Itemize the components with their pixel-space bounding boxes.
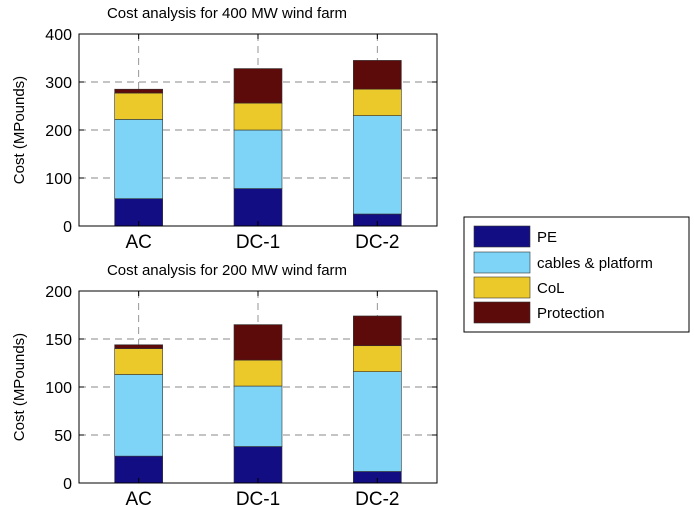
- bottom-chart-bar-dc-2-protection: [353, 315, 402, 347]
- bottom-chart-bar-ac-cables-platform: [114, 374, 163, 457]
- legend-label-protection: Protection: [537, 305, 605, 322]
- bottom-chart-y-axis-label: Cost (MPounds): [11, 333, 28, 441]
- legend-label-pe: PE: [537, 229, 557, 246]
- top-chart-bar-ac-col: [114, 92, 163, 120]
- bottom-chart: Cost analysis for 200 MW wind farm Cost …: [11, 262, 438, 505]
- bottom-chart-y-tick-label: 0: [63, 476, 72, 493]
- top-chart-bar-dc-1-col: [233, 102, 283, 131]
- bottom-chart-x-tick-label-dc-1: DC-1: [236, 489, 280, 505]
- bottom-chart-y-tick-label: 150: [45, 332, 72, 349]
- legend: PE cables & platform CoL Protection: [463, 216, 690, 333]
- bottom-chart-x-tick-label-ac: AC: [125, 489, 151, 505]
- top-chart-bar-dc-1-protection: [233, 68, 283, 104]
- legend-swatch-col: [473, 276, 531, 299]
- bottom-chart-bar-dc-2-cables-platform: [353, 371, 402, 472]
- bottom-chart-bar-ac-protection: [114, 344, 163, 349]
- legend-label-col: CoL: [537, 280, 565, 297]
- bottom-chart-y-tick-label: 100: [45, 380, 72, 397]
- bottom-chart-bar-dc-2-col: [353, 345, 402, 372]
- top-chart-bar-ac-cables-platform: [114, 119, 163, 199]
- legend-swatch-protection: [473, 301, 531, 324]
- top-chart-bar-dc-2-col: [353, 88, 402, 116]
- bottom-chart-bar-dc-1-protection: [233, 324, 283, 361]
- top-chart-bar-dc-2-protection: [353, 60, 402, 90]
- bottom-chart-bar-dc-1-pe: [233, 446, 283, 484]
- top-chart-bar-dc-2-cables-platform: [353, 115, 402, 215]
- top-chart-bar-dc-1-cables-platform: [233, 129, 283, 189]
- legend-swatch-pe: [473, 225, 531, 248]
- top-chart-y-axis-label: Cost (MPounds): [11, 76, 28, 184]
- top-chart-x-tick-label-dc-2: DC-2: [355, 232, 399, 253]
- top-chart-y-tick-label: 300: [45, 75, 72, 92]
- top-chart-bar-ac-protection: [114, 88, 163, 94]
- top-chart-y-tick-label: 100: [45, 171, 72, 188]
- top-chart-y-tick-label: 400: [45, 27, 72, 44]
- top-chart-bar-dc-1-pe: [233, 188, 283, 227]
- bottom-chart-x-tick-label-dc-2: DC-2: [355, 489, 399, 505]
- top-chart-x-tick-label-dc-1: DC-1: [236, 232, 280, 253]
- bottom-chart-bar-dc-1-cables-platform: [233, 385, 283, 447]
- bottom-chart-y-tick-label: 200: [45, 284, 72, 301]
- legend-swatch-cables-platform: [473, 251, 531, 274]
- bottom-chart-bar-dc-1-col: [233, 359, 283, 387]
- bottom-chart-y-tick-label: 50: [54, 428, 72, 445]
- bottom-chart-title: Cost analysis for 200 MW wind farm: [107, 262, 347, 279]
- top-chart: Cost analysis for 400 MW wind farm Cost …: [11, 5, 438, 253]
- top-chart-x-tick-label-ac: AC: [125, 232, 151, 253]
- top-chart-y-tick-label: 0: [63, 219, 72, 236]
- bottom-chart-bar-ac-col: [114, 348, 163, 375]
- top-chart-y-tick-label: 200: [45, 123, 72, 140]
- legend-label-cables-platform: cables & platform: [537, 255, 653, 272]
- top-chart-title: Cost analysis for 400 MW wind farm: [107, 5, 347, 22]
